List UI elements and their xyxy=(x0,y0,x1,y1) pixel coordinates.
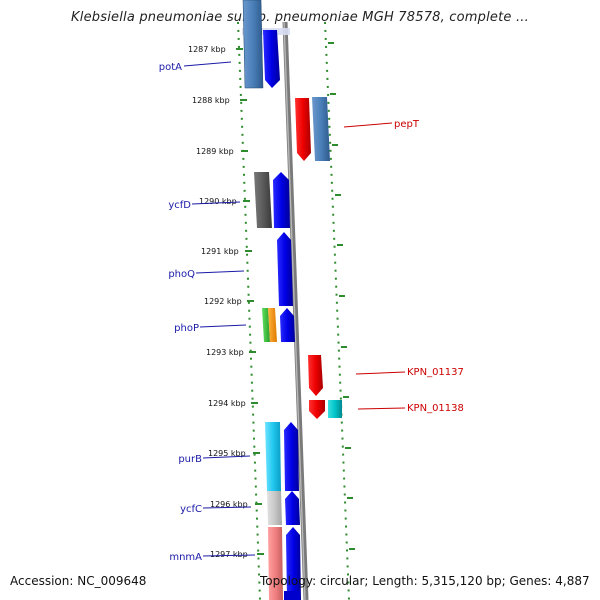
gene-arrow xyxy=(268,308,277,342)
gene-arrow xyxy=(265,422,281,491)
scale-label: 1297 kbp xyxy=(210,550,248,559)
gene-arrow xyxy=(308,355,323,396)
gene-pepT-pair[interactable] xyxy=(295,97,330,161)
gene-arrow xyxy=(254,172,272,228)
gene-arrow xyxy=(285,491,300,525)
gene-label-purB[interactable]: purB xyxy=(178,454,202,465)
gene-arrow xyxy=(328,400,342,418)
gene-label-ycfC[interactable]: ycfC xyxy=(180,504,202,515)
gene-arrow xyxy=(280,308,295,342)
left-labels: potA ycfD phoQ phoP purB ycfC mnmA xyxy=(159,61,256,563)
genome-summary-text: Topology: circular; Length: 5,315,120 bp… xyxy=(260,574,590,588)
gene-ycfC-group[interactable] xyxy=(267,491,300,525)
scale-label: 1288 kbp xyxy=(192,96,230,105)
gene-label-mnmA[interactable]: mnmA xyxy=(169,552,202,563)
scale-label: 1295 kbp xyxy=(208,449,246,458)
gene-label-phoP[interactable]: phoP xyxy=(174,323,199,334)
gene-arrow xyxy=(273,172,290,228)
gene-arrow xyxy=(242,0,264,89)
scale-label: 1294 kbp xyxy=(208,399,246,408)
outer-ticks xyxy=(328,42,355,550)
gene-arrow xyxy=(309,400,325,419)
gene-arrow xyxy=(262,308,270,342)
gene-potA-pair[interactable] xyxy=(242,0,280,89)
gene-arrow xyxy=(277,232,293,306)
gene-arrow xyxy=(263,30,280,88)
scale-label: 1296 kbp xyxy=(210,500,248,509)
gene-KPN_01137[interactable] xyxy=(308,355,323,396)
gene-ycfD-pair[interactable] xyxy=(254,172,290,228)
gene-mnmA-group[interactable] xyxy=(268,527,301,600)
gene-arrow xyxy=(267,491,282,525)
scale-label: 1290 kbp xyxy=(199,197,237,206)
right-labels: pepT KPN_01137 KPN_01138 xyxy=(343,119,464,414)
scale-labels: 1287 kbp 1288 kbp 1289 kbp 1290 kbp 1291… xyxy=(188,45,248,559)
bottom-blue-fragment xyxy=(284,591,300,600)
genome-backbone-highlight xyxy=(283,21,306,600)
gene-label-KPN_01138[interactable]: KPN_01138 xyxy=(407,403,464,414)
scale-label: 1289 kbp xyxy=(196,147,234,156)
gene-arrow xyxy=(295,98,311,161)
gene-arrow xyxy=(312,97,330,161)
gene-KPN_01138[interactable] xyxy=(309,400,342,419)
gene-arrow xyxy=(268,527,283,600)
gene-phoQ[interactable] xyxy=(277,232,293,306)
scale-label: 1292 kbp xyxy=(204,297,242,306)
accession-text: Accession: NC_009648 xyxy=(10,574,147,588)
genome-backbone xyxy=(282,21,309,600)
scale-label: 1293 kbp xyxy=(206,348,244,357)
gene-purB-group[interactable] xyxy=(265,422,299,491)
gene-arrow xyxy=(286,527,301,600)
gene-label-ycfD[interactable]: ycfD xyxy=(168,200,191,211)
gene-arrow xyxy=(284,422,299,491)
map-title: Klebsiella pneumoniae subsp. pneumoniae … xyxy=(71,10,529,25)
scale-label: 1291 kbp xyxy=(201,247,239,256)
gene-label-KPN_01137[interactable]: KPN_01137 xyxy=(407,367,464,378)
gene-label-pepT[interactable]: pepT xyxy=(394,119,420,130)
gene-label-potA[interactable]: potA xyxy=(159,62,182,73)
ruler-outer-line xyxy=(324,21,350,600)
gene-label-phoQ[interactable]: phoQ xyxy=(168,269,195,280)
gene-phoP-group[interactable] xyxy=(262,308,295,342)
scale-label: 1287 kbp xyxy=(188,45,226,54)
ruler-inner-line xyxy=(237,21,261,600)
inner-ticks xyxy=(236,48,264,555)
